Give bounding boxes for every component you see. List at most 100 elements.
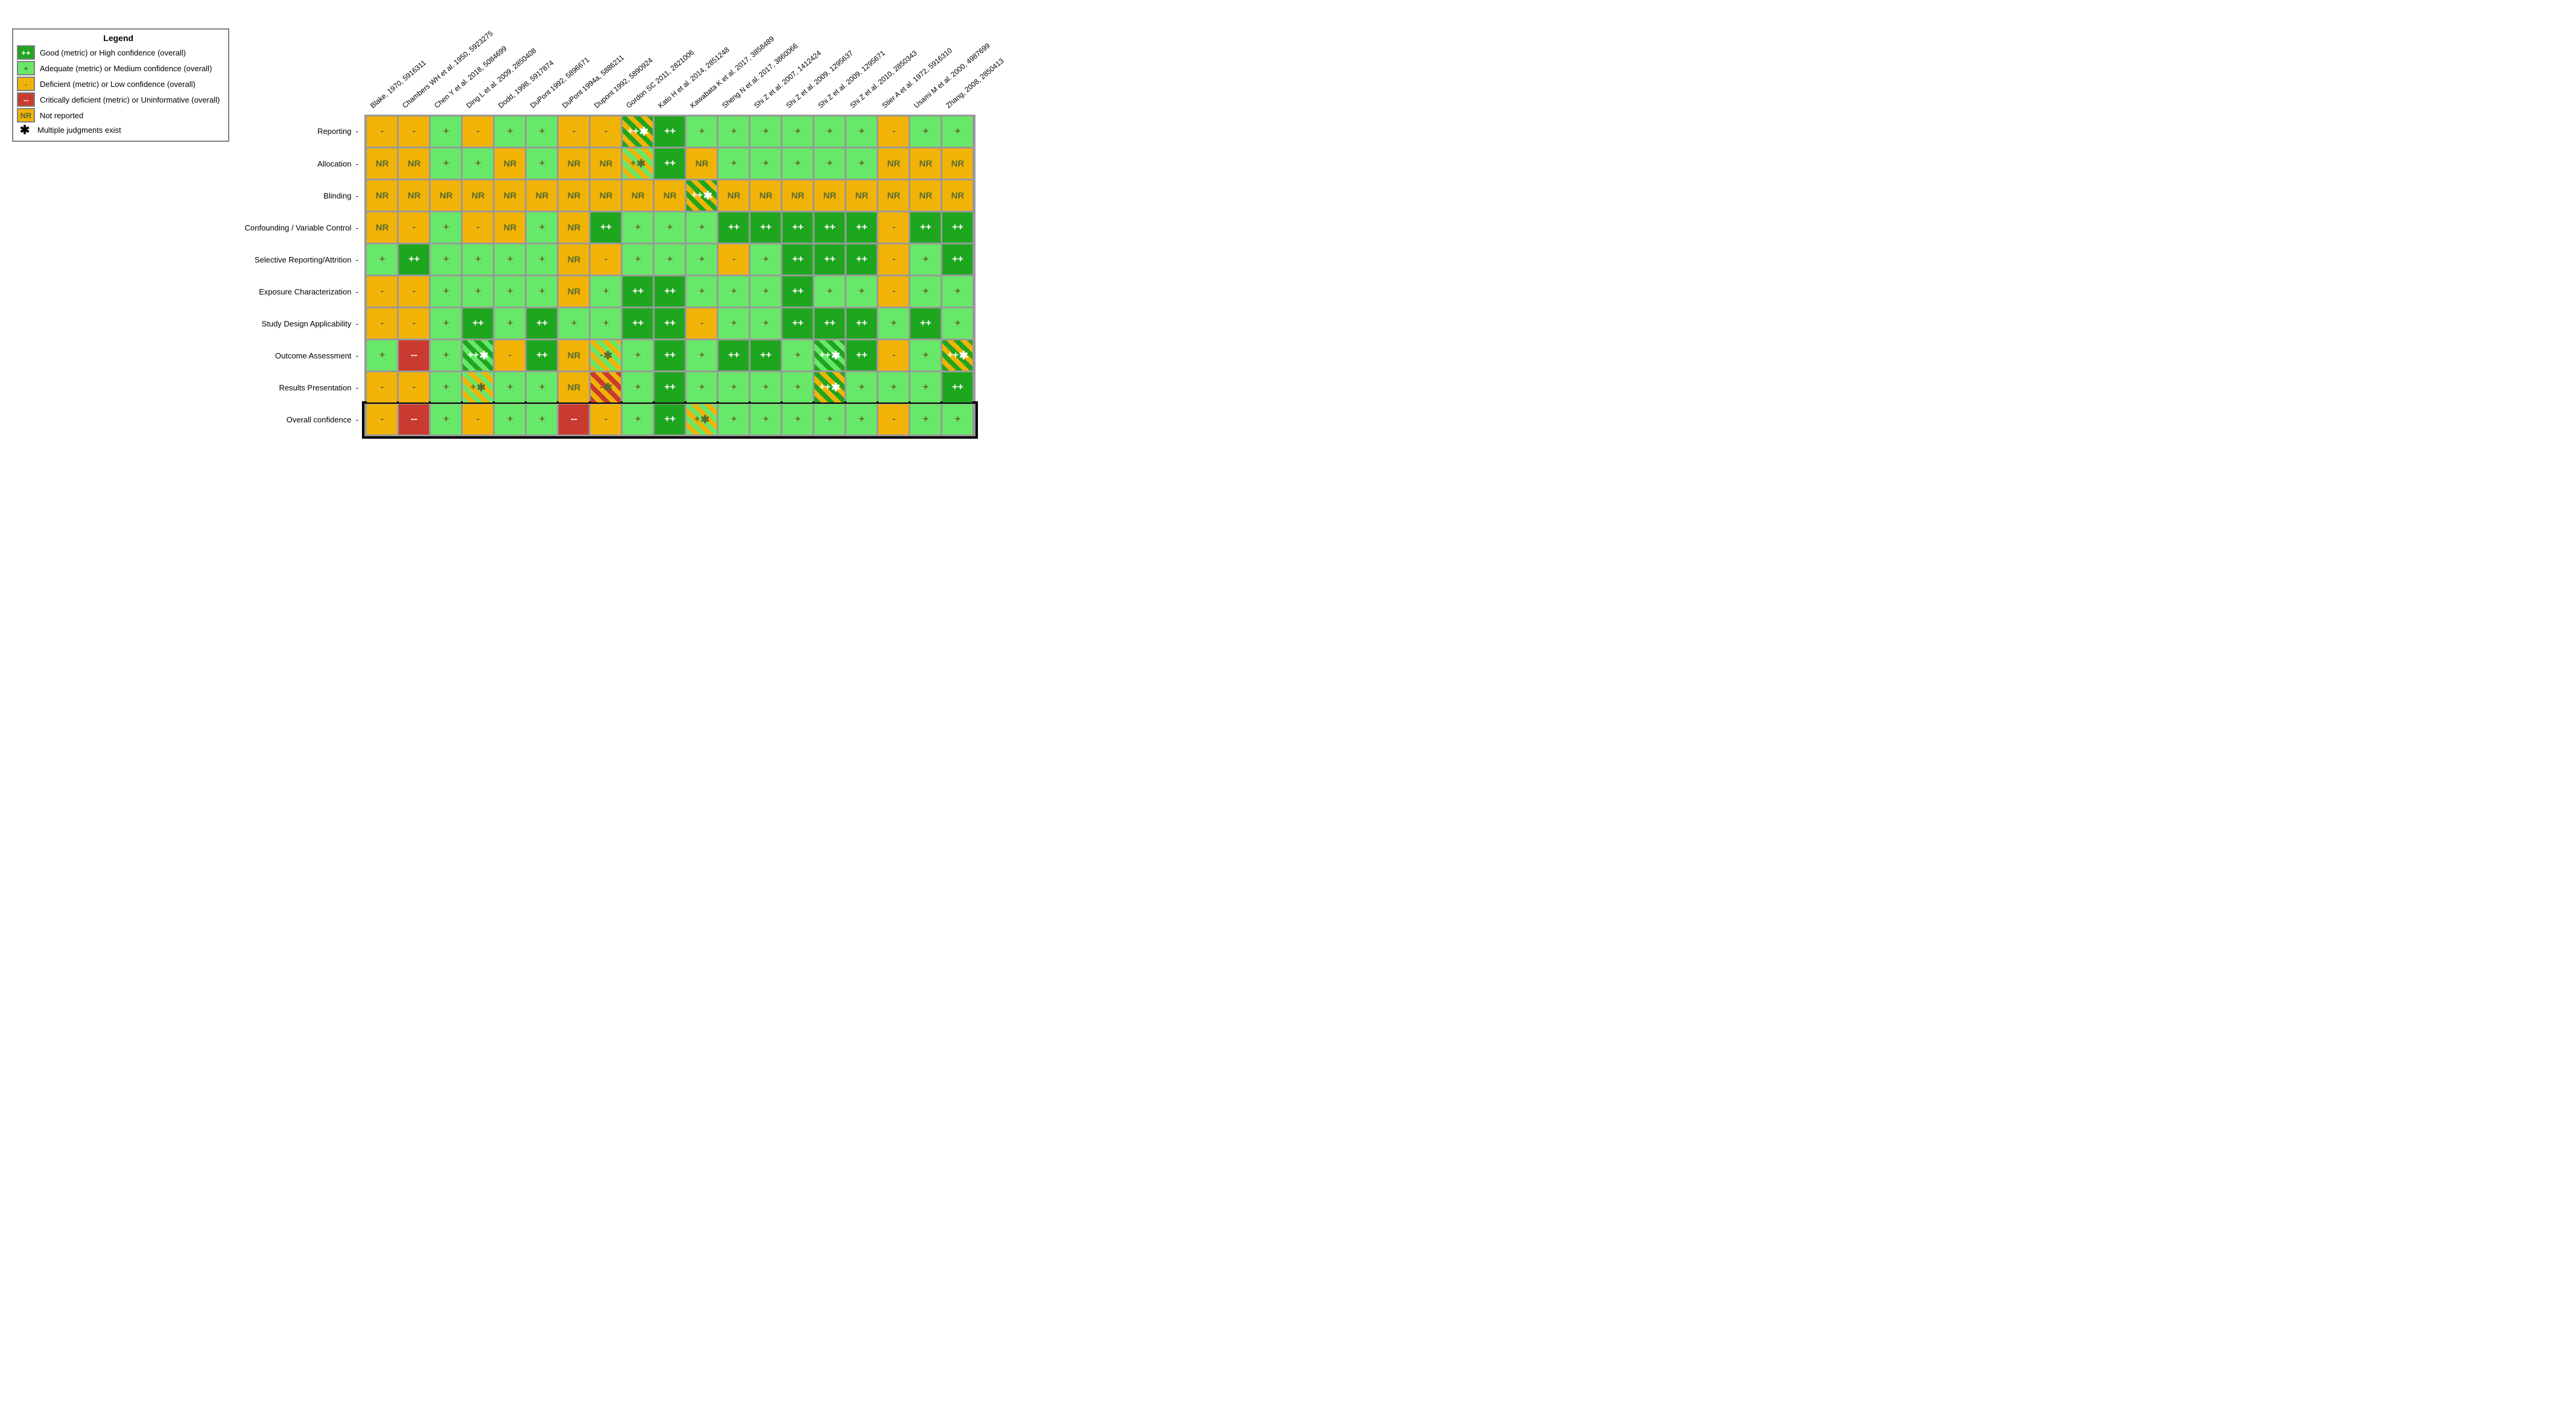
cell-symbol: - — [381, 318, 384, 329]
cell-symbol: + — [763, 382, 769, 393]
cell-symbol: - — [604, 126, 608, 137]
asterisk-icon: ✱ — [703, 189, 712, 202]
column-header: Shi Z et al. 2007, 1412424 — [742, 12, 774, 115]
heatmap-cell: + — [431, 276, 461, 307]
cell-symbol: + — [763, 254, 769, 265]
heatmap-cell: + — [814, 404, 845, 434]
asterisk-icon: ✱ — [639, 126, 649, 138]
heatmap-cell: - — [591, 404, 621, 434]
heatmap-cell: -- — [399, 404, 429, 434]
heatmap-cell: + — [846, 116, 877, 147]
row-cells: --++++++++++++-++++++++++++ — [364, 308, 976, 340]
cell-symbol: + — [923, 350, 928, 361]
heatmap-cell: + — [942, 116, 972, 147]
column-header: DuPont 1994a, 5886211 — [550, 12, 582, 115]
asterisk-icon: ✱ — [831, 381, 840, 394]
cell-symbol: ++ — [952, 254, 963, 265]
cell-symbol: ++ — [627, 126, 639, 137]
heatmap-cell: NR — [878, 148, 909, 179]
cell-symbol: ++ — [952, 222, 963, 233]
heatmap-cell: - — [878, 116, 909, 147]
heatmap-cell: NR — [846, 180, 877, 211]
cell-symbol: ++ — [952, 382, 963, 393]
heatmap-cell: + — [814, 116, 845, 147]
heatmap-cell: ++ — [719, 340, 749, 371]
cell-symbol: NR — [376, 191, 389, 201]
legend-item: -Deficient (metric) or Low confidence (o… — [17, 77, 220, 91]
asterisk-icon: ✱ — [831, 349, 840, 362]
cell-symbol: ++ — [536, 318, 548, 329]
cell-symbol: + — [443, 414, 449, 425]
heatmap-cell: -✱ — [591, 372, 621, 402]
heatmap-cell: ++✱ — [463, 340, 493, 371]
cell-symbol: + — [763, 318, 769, 329]
cell-symbol: - — [477, 126, 480, 137]
cell-symbol: NR — [887, 159, 901, 169]
heatmap-cell: + — [591, 276, 621, 307]
cell-symbol: ++ — [856, 318, 868, 329]
cell-symbol: + — [763, 158, 769, 169]
cell-symbol: ++ — [691, 190, 703, 201]
heatmap-cell: + — [719, 276, 749, 307]
heatmap-cell: - — [495, 340, 525, 371]
heatmap-cell: + — [623, 340, 653, 371]
cell-symbol: + — [667, 254, 673, 265]
heatmap-cell: + — [719, 404, 749, 434]
heatmap-cell: NR — [623, 180, 653, 211]
cell-symbol: ++ — [664, 126, 676, 137]
heatmap-cell: + — [431, 148, 461, 179]
cell-symbol: + — [955, 286, 960, 297]
heatmap-cell: ++ — [623, 276, 653, 307]
column-header: Dupont 1992, 5890924 — [582, 12, 614, 115]
cell-symbol: ++ — [824, 254, 836, 265]
heatmap-cell: + — [431, 340, 461, 371]
cell-symbol: ++ — [792, 222, 804, 233]
cell-symbol: ++ — [760, 222, 772, 233]
heatmap-cell: - — [559, 116, 589, 147]
column-header: Zhang, 2008, 2850413 — [934, 12, 966, 115]
cell-symbol: ++ — [728, 222, 740, 233]
heatmap-cell: + — [719, 372, 749, 402]
heatmap-chart: Blake, 1970, 5916311Chambers WH et al. 1… — [232, 12, 976, 436]
row-cells: NRNRNRNRNRNRNRNRNRNR++✱NRNRNRNRNRNRNRNR — [364, 180, 976, 212]
cell-symbol: ++ — [472, 318, 484, 329]
cell-symbol: ++ — [947, 350, 959, 361]
heatmap-cell: - — [591, 116, 621, 147]
legend-multiple-row: ✱ Multiple judgments exist — [17, 124, 220, 136]
cell-symbol: + — [507, 286, 513, 297]
heatmap-cell: NR — [463, 180, 493, 211]
cell-symbol: NR — [440, 191, 453, 201]
cell-symbol: ++ — [856, 222, 868, 233]
cell-symbol: + — [539, 158, 545, 169]
legend-title: Legend — [17, 33, 220, 43]
heatmap-cell: NR — [910, 180, 941, 211]
cell-symbol: + — [699, 286, 705, 297]
legend-swatch: -- — [17, 92, 35, 107]
cell-symbol: + — [699, 350, 705, 361]
heatmap-cell: - — [878, 212, 909, 243]
legend-label: Not reported — [40, 111, 83, 120]
heatmap-cell: + — [367, 244, 397, 275]
heatmap-cell: ++ — [814, 308, 845, 339]
cell-symbol: - — [892, 126, 895, 137]
heatmap-cell: NR — [910, 148, 941, 179]
row-cells: --++++NR++++++++++++-++ — [364, 276, 976, 308]
cell-symbol: + — [923, 286, 928, 297]
heatmap-cell: - — [399, 212, 429, 243]
cell-symbol: + — [443, 158, 449, 169]
cell-symbol: - — [600, 350, 603, 361]
heatmap-cell: + — [687, 212, 717, 243]
legend-label: Adequate (metric) or Medium confidence (… — [40, 64, 212, 73]
cell-symbol: NR — [376, 223, 389, 233]
heatmap-cell: + — [910, 404, 941, 434]
cell-symbol: - — [892, 286, 895, 297]
heatmap-row: Study Design Applicability ---++++++++++… — [232, 308, 976, 340]
row-label: Blinding - — [232, 180, 364, 212]
heatmap-row: Overall confidence ----+-++---++++✱+++++… — [232, 404, 976, 437]
cell-symbol: + — [443, 254, 449, 265]
heatmap-cell: + — [782, 148, 813, 179]
heatmap-cell: ++ — [846, 308, 877, 339]
heatmap-cell: +✱ — [687, 404, 717, 434]
cell-symbol: NR — [504, 223, 517, 233]
column-header: Gordon SC 2011, 2821006 — [614, 12, 646, 115]
